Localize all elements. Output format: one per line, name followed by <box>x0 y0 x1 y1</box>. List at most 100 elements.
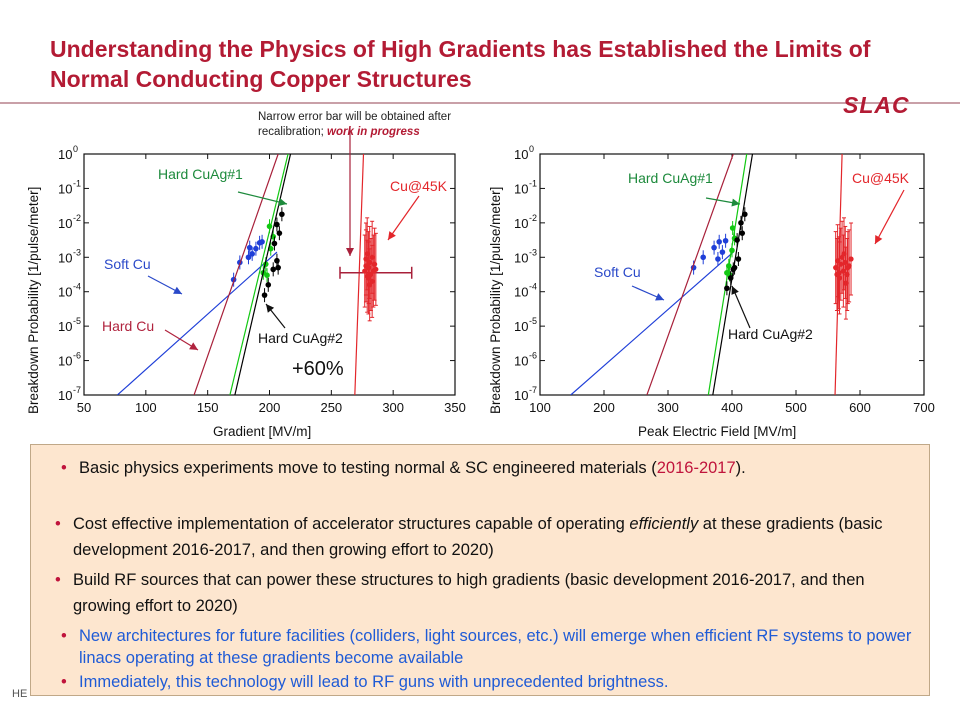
data-point-hard-cuag-2 <box>261 292 268 298</box>
data-point-cu-45k <box>372 261 378 267</box>
fit-line-soft-cu <box>116 251 278 395</box>
data-point-cu-45k <box>845 265 851 271</box>
data-point-hard-cuag-2 <box>730 266 737 273</box>
data-point-cu-45k <box>373 266 379 272</box>
y-tick-label: 10 <box>514 181 528 196</box>
bullet-dot: • <box>55 571 61 589</box>
y-tick-exponent: -1 <box>529 178 537 188</box>
bullet-dot: • <box>55 515 61 533</box>
y-tick-exponent: -5 <box>529 316 537 326</box>
data-point-hard-cuag-2 <box>727 275 734 281</box>
data-point-soft-cu <box>719 249 726 255</box>
data-point-hard-cuag-2 <box>724 285 730 292</box>
bullet-box: • Basic physics experiments move to testi… <box>30 444 930 696</box>
data-point-hard-cuag-2 <box>735 256 742 262</box>
bullet-4-text: New architectures for future facilities … <box>79 627 912 667</box>
arrow-cu45k-head <box>388 231 396 240</box>
y-axis-label: Breakdown Probability [1/pulse/meter] <box>26 186 41 414</box>
y-tick-exponent: -5 <box>73 316 81 326</box>
fit-line-hard-cuag-2 <box>712 154 754 395</box>
data-point-soft-cu <box>253 245 259 252</box>
arrow-cu45k <box>387 195 420 241</box>
data-point-hard-cuag-2 <box>274 221 280 228</box>
data-point-soft-cu <box>249 251 255 257</box>
fit-line-cu-45k <box>354 154 365 395</box>
y-tick-exponent: -1 <box>73 178 81 188</box>
peak-field-plot: 100 200 300 400 500 600 700 10 0 10 -1 10 -2 10 -3 10 -4… <box>482 128 960 446</box>
data-point-hard-cuag-2 <box>274 257 280 264</box>
data-point-cu-45k <box>841 251 847 257</box>
data-point-hard-cuag-2 <box>265 282 272 288</box>
y-tick-label: 10 <box>58 354 72 369</box>
data-point-cu-45k <box>848 256 854 262</box>
data-point-soft-cu <box>700 254 706 261</box>
bullet-3-text: Build RF sources that can power these st… <box>73 571 865 615</box>
data-point-hard-cuag-1 <box>266 223 273 230</box>
bullet-2-pre: Cost effective implementation of acceler… <box>73 515 630 533</box>
arrow-hard-cuag1 <box>237 191 288 205</box>
arrow-hard-cu-head <box>189 342 198 350</box>
y-tick-label: 10 <box>58 319 72 334</box>
fit-line-soft-cu <box>570 251 734 395</box>
data-point-cu-45k <box>840 268 846 274</box>
label-hard-cuag2: Hard CuAg#2 <box>728 326 813 342</box>
y-tick-label: 10 <box>58 388 72 403</box>
x-tick-label: 200 <box>259 400 281 415</box>
arrow-soft-cu-head <box>173 286 182 294</box>
data-point-cu-45k <box>834 271 840 278</box>
data-point-hard-cuag-1 <box>729 247 735 254</box>
data-point-soft-cu <box>245 254 252 261</box>
bullet-1-text: Basic physics experiments move to testin… <box>79 459 657 477</box>
bullet-1-highlight: 2016-2017 <box>656 459 736 477</box>
y-tick-label: 10 <box>58 181 72 196</box>
y-tick-exponent: -3 <box>73 247 81 257</box>
label-hard-cuag2: Hard CuAg#2 <box>258 330 343 346</box>
y-tick-label: 10 <box>58 285 72 300</box>
x-tick-label: 100 <box>529 400 551 415</box>
x-tick-label: 350 <box>444 400 466 415</box>
data-point-soft-cu <box>716 238 722 245</box>
x-tick-label: 100 <box>135 400 157 415</box>
x-tick-label: 250 <box>320 400 342 415</box>
y-tick-label: 10 <box>514 285 528 300</box>
y-tick-exponent: -6 <box>73 351 81 361</box>
label-cu45k: Cu@45K <box>852 170 910 186</box>
title-divider <box>0 102 960 104</box>
label-soft-cu: Soft Cu <box>594 264 641 280</box>
arrow-cu45k-head <box>875 235 883 244</box>
y-tick-exponent: 0 <box>529 144 534 154</box>
data-point-hard-cuag-1 <box>264 272 270 278</box>
x-tick-label: 400 <box>721 400 743 415</box>
arrow-hard-cuag1-head <box>278 198 287 206</box>
y-tick-exponent: -2 <box>529 213 537 223</box>
data-point-cu-45k <box>363 256 369 262</box>
x-tick-label: 700 <box>913 400 935 415</box>
y-tick-exponent: -4 <box>529 282 537 292</box>
fit-line-hard-cu <box>193 154 279 395</box>
arrow-note-head <box>346 248 354 256</box>
arrow-hard-cuag1-head <box>731 198 740 207</box>
data-point-hard-cuag-2 <box>279 211 285 218</box>
note-line-1: Narrow error bar will be obtained after <box>258 111 452 123</box>
bullet-item-3: • Build RF sources that can power these s… <box>55 567 913 619</box>
fit-line-hard-cu <box>646 154 734 395</box>
y-tick-exponent: 0 <box>73 144 78 154</box>
y-tick-label: 10 <box>514 319 528 334</box>
y-tick-label: 10 <box>58 250 72 265</box>
bullet-dot: • <box>61 459 67 477</box>
y-tick-exponent: -4 <box>73 282 81 292</box>
data-point-hard-cuag-1 <box>729 225 736 231</box>
x-tick-label: 50 <box>77 400 91 415</box>
arrow-cu45k <box>874 189 905 245</box>
data-point-cu-45k <box>838 261 844 267</box>
y-tick-label: 10 <box>58 216 72 231</box>
y-tick-label: 10 <box>514 388 528 403</box>
gradient-plot: 50 100 150 200 250 300 350 10 0 10 -1 10 -2 10 -3 10 -4 1… <box>0 128 480 446</box>
data-point-soft-cu <box>711 244 717 251</box>
data-point-cu-45k <box>365 275 372 281</box>
bullet-1-tail: ). <box>735 459 746 477</box>
arrow-hard-cuag2-head <box>266 304 275 313</box>
y-tick-label: 10 <box>514 354 528 369</box>
data-point-cu-45k <box>843 280 849 286</box>
